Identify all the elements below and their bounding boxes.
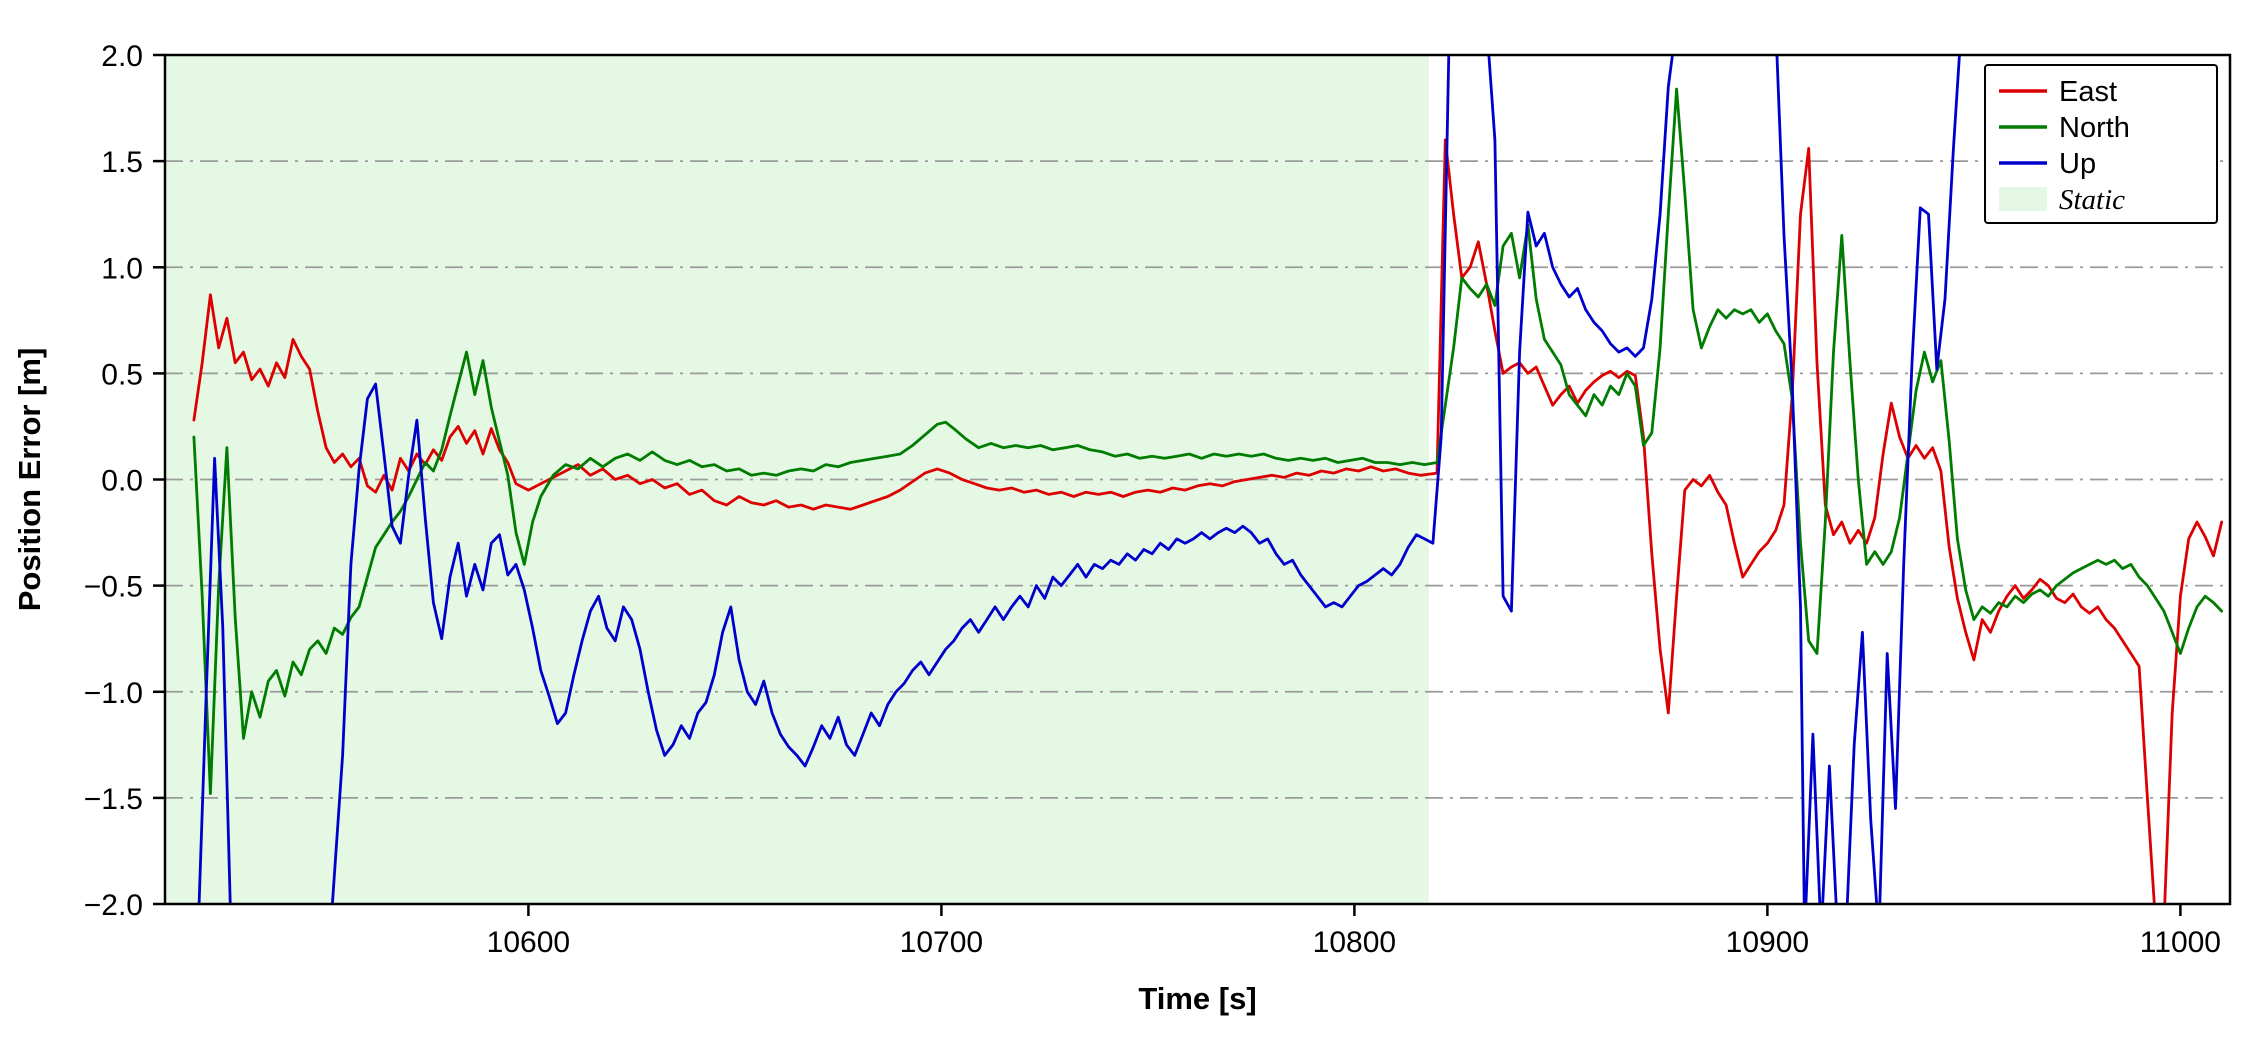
- legend-patch-static: [1999, 187, 2047, 211]
- y-tick-label: −2.0: [84, 889, 143, 922]
- y-axis-label: Position Error [m]: [12, 348, 47, 612]
- legend-box: [1984, 64, 2218, 224]
- x-tick-label: 10700: [900, 926, 983, 959]
- y-tick-label: 1.0: [101, 252, 143, 285]
- y-tick-label: −0.5: [84, 571, 143, 604]
- legend-label-north: North: [2059, 112, 2130, 144]
- x-tick-label: 11000: [2140, 926, 2221, 959]
- series-up-line: [197, 55, 1961, 904]
- y-tick-label: −1.0: [84, 677, 143, 710]
- series-north-line: [192, 87, 2224, 795]
- y-tick-label: 0.5: [101, 358, 143, 391]
- y-tick-label: 0.0: [101, 465, 143, 498]
- legend-label-static: Static: [2059, 184, 2125, 216]
- x-tick-label: 10900: [1726, 926, 1809, 959]
- x-tick-label: 10800: [1313, 926, 1396, 959]
- x-axis-label: Time [s]: [1138, 981, 1256, 1016]
- y-tick-label: −1.5: [84, 783, 143, 816]
- y-tick-label: 1.5: [101, 146, 143, 179]
- legend-label-east: East: [2059, 76, 2117, 108]
- x-tick-label: 10600: [487, 926, 570, 959]
- legend-label-up: Up: [2059, 148, 2096, 180]
- series-east-line: [192, 138, 2224, 904]
- y-tick-label: 2.0: [101, 40, 143, 73]
